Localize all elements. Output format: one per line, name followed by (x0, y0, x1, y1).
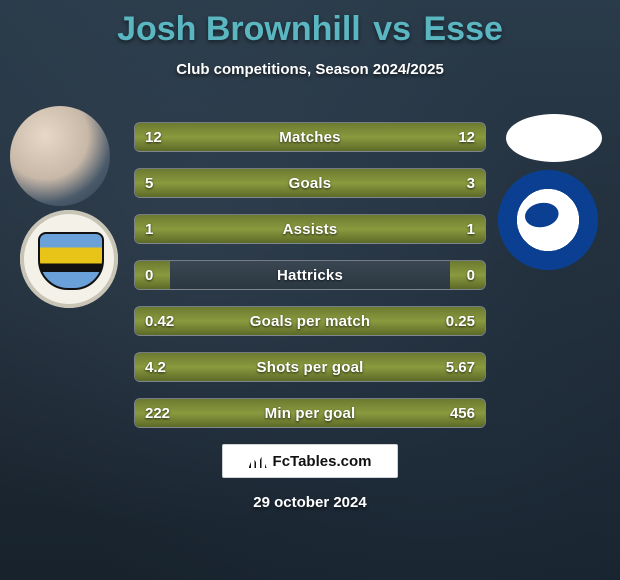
player1-name: Josh Brownhill (117, 10, 361, 48)
stat-label: Goals (135, 169, 485, 197)
stat-row: 4.25.67Shots per goal (134, 352, 486, 382)
stat-row: 53Goals (134, 168, 486, 198)
player2-name: Esse (424, 10, 503, 48)
page-title: Josh Brownhill vs Esse (0, 10, 620, 49)
footer-logo: FcTables.com (222, 444, 398, 478)
club2-crest (498, 170, 598, 270)
stat-label: Assists (135, 215, 485, 243)
stat-row: 11Assists (134, 214, 486, 244)
date-label: 29 october 2024 (0, 494, 620, 511)
stat-label: Matches (135, 123, 485, 151)
footer-logo-text: FcTables.com (273, 453, 372, 470)
stat-label: Goals per match (135, 307, 485, 335)
player2-avatar (506, 114, 602, 162)
stat-label: Min per goal (135, 399, 485, 427)
stats-bars: 1212Matches 53Goals 11Assists 00Hattricks 0.… (134, 122, 486, 444)
subtitle: Club competitions, Season 2024/2025 (0, 61, 620, 78)
vs-label: vs (373, 10, 411, 48)
stat-row: 00Hattricks (134, 260, 486, 290)
stat-row: 222456Min per goal (134, 398, 486, 428)
stat-row: 1212Matches (134, 122, 486, 152)
fctables-icon (249, 454, 267, 468)
player1-avatar (10, 106, 110, 206)
club1-crest (20, 210, 118, 308)
stat-row: 0.420.25Goals per match (134, 306, 486, 336)
stat-label: Hattricks (135, 261, 485, 289)
main-container: Josh Brownhill vs Esse Club competitions… (0, 0, 620, 580)
stat-label: Shots per goal (135, 353, 485, 381)
